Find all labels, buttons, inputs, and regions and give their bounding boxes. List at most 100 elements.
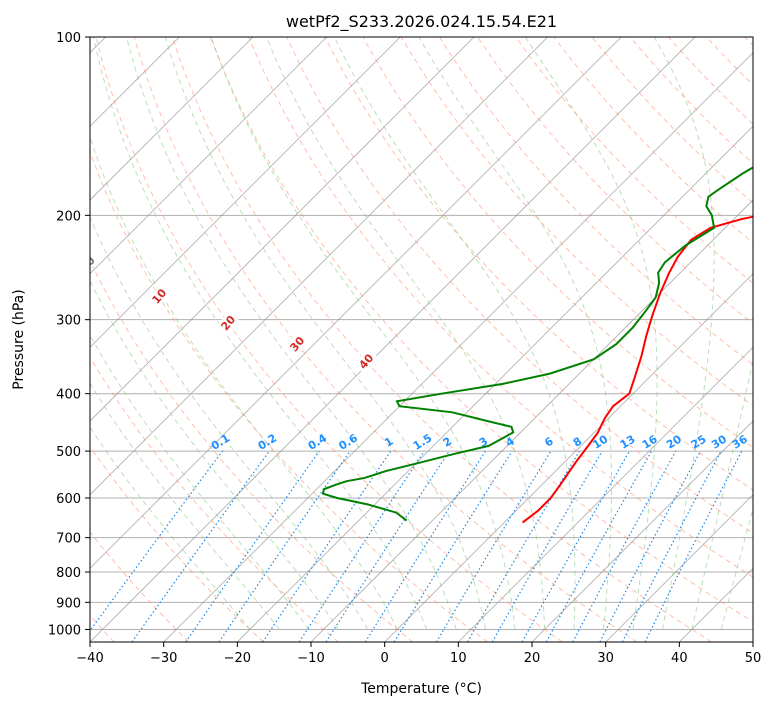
mixing-ratio-line [572,450,677,642]
mixing-ratio-line [185,450,320,642]
isobar-grid [90,37,753,630]
dry-adiabat-line [668,37,753,125]
moist-adiabat-line [418,37,613,630]
dry-adiabat-label-bg [215,309,240,336]
x-tick-label: −40 [76,651,103,666]
x-tick-label: −10 [297,651,324,666]
dry-adiabat-line [553,37,753,244]
dry-adiabat-line [400,37,753,407]
mixing-ratio-label: 0.6 [337,431,361,453]
mixing-ratio-label: 1 [382,435,395,450]
isotherm-line [310,199,753,642]
dry-adiabat-line [286,37,753,534]
x-tick-label: 30 [597,651,614,666]
mixing-ratio-label: 6 [542,434,556,449]
isotherm-line [90,37,254,201]
mixing-ratio-label: 0.4 [306,431,330,453]
sounding-series [321,166,753,524]
dry-adiabat-label-bg [90,247,102,274]
mixing-ratio-line [393,450,513,642]
moist-adiabat-line [126,37,457,630]
mixing-ratio-label: 10 [590,432,610,451]
mixing-ratio-line [435,450,552,642]
mixing-ratio-line [545,450,653,642]
moist-adiabat-line [720,506,753,630]
mixing-ratio-line [218,450,351,642]
mixing-ratio-label: 0.2 [256,431,279,452]
dry-adiabat-line [515,37,753,284]
isotherm-line [90,37,696,642]
y-tick-label: 900 [56,596,81,611]
dry-adiabat-line [477,37,753,325]
moist-adiabat-line [90,135,398,630]
dry-adiabat-label: -10 [10,198,33,222]
dry-adiabat-line [171,37,712,642]
dry-adiabat-line [133,37,638,642]
x-tick-label: 20 [524,651,541,666]
x-tick-label: −20 [224,651,251,666]
x-tick-label: 10 [450,651,467,666]
y-tick-label: 1000 [48,623,81,638]
dry-adiabat-line [248,37,753,578]
temperature-line [521,215,753,524]
mixing-ratio-label: 1.5 [411,431,434,452]
y-tick-label: 700 [56,532,81,547]
x-axis-title: Temperature (°C) [360,681,482,697]
moist-adiabat-line [90,426,251,630]
dry-adiabat-line [90,445,264,642]
y-tick-label: 300 [56,314,81,329]
x-tick-label: 0 [381,651,389,666]
dry-adiabat-line [706,37,753,86]
isotherm-grid [90,37,753,642]
isotherm-line [90,37,548,496]
moist-adiabat-line [653,37,715,630]
plot-area: 0.10.20.40.611.52346810131620253036-100-… [9,37,753,642]
y-tick-label: 500 [56,445,81,460]
y-tick-label: 800 [56,566,81,581]
dry-adiabat-line [90,531,190,642]
dry-adiabat-line [90,356,339,642]
isotherm-line [237,125,753,642]
dry-adiabat-label-bg [9,196,33,221]
isotherm-line [752,641,753,642]
x-tick-label: 50 [745,651,762,666]
mixing-ratio-label: 0.1 [209,431,232,452]
dewpoint-line [321,166,753,522]
dry-adiabat-label: 0 [83,254,98,268]
isotherm-line [531,420,753,642]
mixing-ratio-label: 8 [571,435,584,450]
mixing-ratio-label: 25 [689,433,709,452]
dry-adiabats [90,37,753,642]
isotherm-line [458,346,753,642]
isotherm-line [90,37,401,348]
mixing-ratio-line [131,450,270,642]
moist-adiabat-line [210,37,516,630]
dry-adiabat-line [95,37,563,642]
y-axis: 100 200 300 400 500 600 700 800 900 1000 [48,31,90,638]
moist-adiabat-line [333,37,576,630]
dry-adiabat-line [90,150,488,642]
moist-adiabats [90,37,753,630]
mixing-ratio-label: 20 [664,432,684,451]
x-tick-label: −30 [150,651,177,666]
mixing-ratio-line [364,450,486,642]
isotherm-line [90,37,622,569]
isotherm-line [605,494,753,642]
moist-adiabat-line [90,215,369,630]
isotherm-line [163,52,753,642]
dry-adiabat-line [439,37,753,366]
isotherm-line [384,273,753,642]
moist-adiabat-line [524,37,658,630]
mixing-ratio-label: 30 [709,432,729,451]
mixing-ratio-line [644,450,743,642]
mixing-ratio-line [90,450,223,632]
dry-adiabat-label-bg [146,283,171,309]
x-tick-label: 40 [671,651,688,666]
mixing-ratio-line [325,450,450,642]
mixing-ratio-label: 13 [618,433,638,452]
dry-adiabat-label-bg [284,331,309,357]
isopleth-labels: 0.10.20.40.611.52346810131620253036-100-… [9,196,750,453]
y-tick-label: 100 [56,31,81,46]
dry-adiabat-label-bg [353,348,378,374]
